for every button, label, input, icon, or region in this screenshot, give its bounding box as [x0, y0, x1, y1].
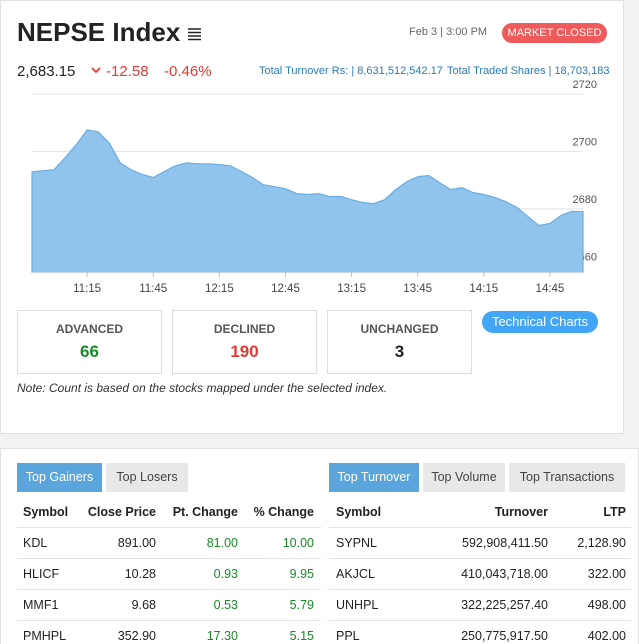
tab[interactable]: Top Transactions: [509, 463, 625, 492]
area: [31, 129, 584, 273]
stat-value: 66: [80, 342, 99, 361]
stat-label: DECLINED: [213, 322, 276, 336]
row-divider: [329, 620, 631, 621]
table-cell: AKJCL: [336, 567, 375, 581]
turnover-info: Total Turnover Rs: | 8,631,512,542.17: [259, 65, 443, 77]
stat-box: UNCHANGED 3: [327, 310, 472, 374]
table-cell: 322,225,257.40: [461, 598, 548, 612]
table-cell: 10.00: [282, 536, 314, 550]
stat-label: ADVANCED: [55, 322, 124, 336]
column-header: Symbol: [23, 505, 69, 519]
table-cell: HLICF: [23, 567, 60, 581]
table-cell: 10.28: [124, 567, 156, 581]
down-chevron: [91, 67, 101, 74]
x-tick-label: 13:45: [403, 283, 432, 295]
column-header: Turnover: [494, 505, 548, 519]
table-cell: 891.00: [117, 536, 156, 550]
table-cell: 592,908,411.50: [462, 536, 548, 550]
table-cell: 5.79: [289, 598, 314, 612]
shares-value: 18,703,183: [554, 65, 610, 77]
change: -12.58: [106, 63, 149, 80]
table-cell: 9.95: [289, 567, 314, 581]
column-header: Close Price: [87, 505, 156, 519]
tab[interactable]: Top Losers: [106, 463, 188, 492]
stat-box: ADVANCED 66: [17, 310, 162, 374]
column-header: % Change: [253, 505, 314, 519]
table-cell: UNHPL: [336, 598, 379, 612]
x-tick-label: 12:45: [271, 283, 300, 295]
table-cell: 2,128.90: [577, 536, 626, 550]
x-tick-label: 12:15: [205, 283, 234, 295]
row-divider: [17, 620, 321, 621]
x-tick-label: 11:15: [73, 283, 101, 295]
x-tick-label: 14:15: [469, 283, 498, 295]
table-cell: 410,043,718.00: [461, 567, 548, 581]
note: Note: Count is based on the stocks mappe…: [17, 381, 388, 395]
technical-charts-button[interactable]: Technical Charts: [482, 311, 598, 333]
table-cell: PPL: [336, 629, 360, 643]
table-cell: 17.30: [206, 629, 238, 643]
tab[interactable]: Top Gainers: [17, 463, 102, 492]
tab[interactable]: Top Volume: [423, 463, 505, 492]
table-cell: 322.00: [587, 567, 626, 581]
y-tick-label: 2720: [573, 79, 597, 91]
row-divider: [17, 589, 321, 590]
table-cell: 352.90: [117, 629, 156, 643]
column-header: Pt. Change: [172, 505, 238, 519]
row-divider: [329, 527, 631, 528]
datetime: Feb 3 | 3:00 PM: [409, 26, 488, 38]
table-cell: 81.00: [206, 536, 238, 550]
table-cell: KDL: [23, 536, 48, 550]
table-cell: 402.00: [587, 629, 626, 643]
turnover-label: Total Turnover Rs:: [259, 65, 349, 77]
title: NEPSE Index: [17, 17, 181, 47]
stat-label: UNCHANGED: [360, 322, 439, 336]
market-status: MARKET CLOSED: [502, 23, 607, 43]
table-cell: 0.93: [213, 567, 238, 581]
tab[interactable]: Top Turnover: [329, 463, 419, 492]
table-cell: 5.15: [289, 629, 314, 643]
row-divider: [329, 558, 631, 559]
table-cell: PMHPL: [23, 629, 67, 643]
row-divider: [17, 558, 321, 559]
stat-value: 190: [230, 342, 259, 361]
table-cell: MMF1: [23, 598, 59, 612]
shares-info: Total Traded Shares | 18,703,183: [447, 65, 610, 77]
table-cell: SYPNL: [336, 536, 377, 550]
y-tick-label: 2700: [573, 136, 597, 148]
percent-change: -0.46%: [164, 63, 212, 80]
stat-value: 3: [394, 342, 405, 361]
menu-icon[interactable]: [187, 27, 203, 41]
shares-label: Total Traded Shares: [447, 65, 546, 77]
x-tick-label: 11:45: [139, 283, 167, 295]
turnover-value: 8,631,512,542.17: [357, 65, 443, 77]
row-divider: [329, 589, 631, 590]
index-value: 2,683.15: [17, 63, 76, 80]
column-header: Symbol: [336, 505, 382, 519]
x-tick-label: 13:15: [337, 283, 366, 295]
y-tick-label: 2680: [573, 194, 597, 206]
stat-box: DECLINED 190: [172, 310, 317, 374]
table-cell: 250,775,917.50: [461, 629, 548, 643]
table-cell: 9.68: [131, 598, 156, 612]
column-header: LTP: [603, 505, 626, 519]
table-cell: 0.53: [213, 598, 238, 612]
row-divider: [17, 527, 321, 528]
x-tick-label: 14:45: [536, 283, 565, 295]
table-cell: 498.00: [587, 598, 626, 612]
